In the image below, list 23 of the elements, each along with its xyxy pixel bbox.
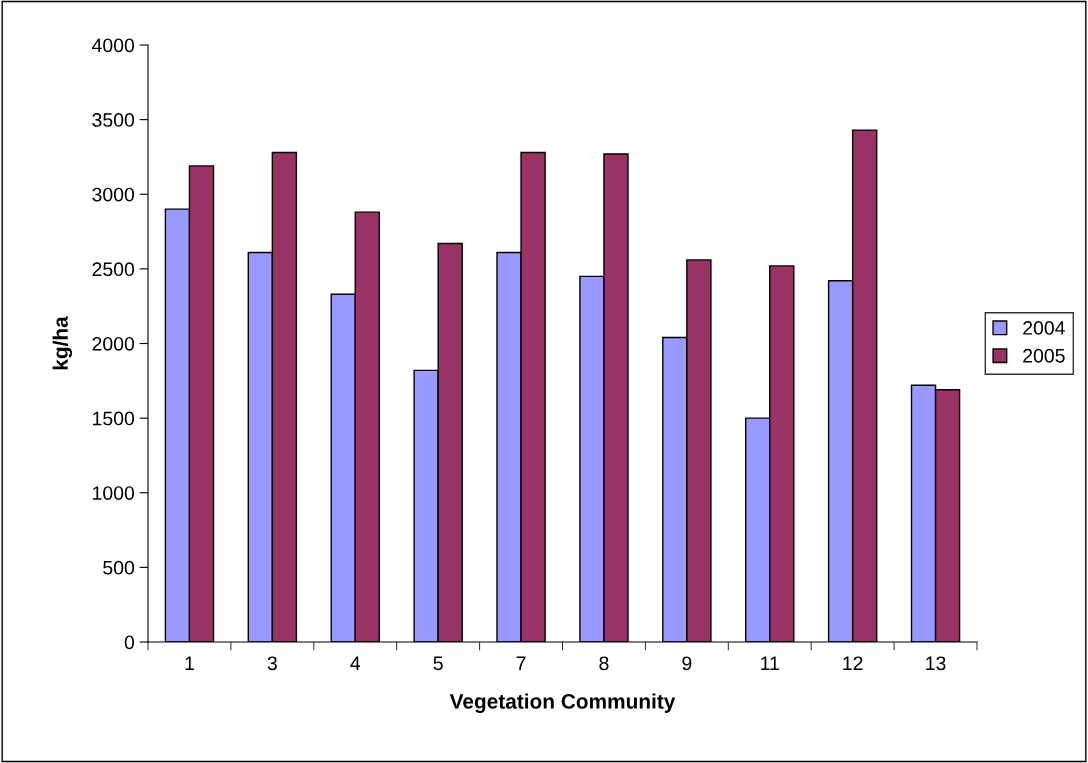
y-tick-label: 4000 (92, 38, 135, 53)
y-tick-label: 2000 (92, 336, 135, 351)
x-tick-label: 13 (926, 656, 946, 671)
legend-label: 2004 (1023, 321, 1065, 335)
x-tick-label: 7 (516, 656, 526, 670)
y-tick-label: 500 (103, 560, 135, 575)
x-tick-label: 11 (761, 656, 779, 670)
y-tick-label: 0 (124, 635, 135, 650)
y-tick-label: 1500 (93, 411, 135, 426)
x-tick-label: 4 (350, 656, 361, 670)
y-tick-label: 3000 (92, 187, 135, 202)
y-tick-label: 2500 (92, 262, 135, 277)
y-tick-label: 3500 (92, 113, 135, 127)
y-axis-title: kg/ha (52, 316, 73, 370)
x-tick-label: 3 (267, 656, 277, 671)
x-tick-label: 8 (599, 656, 609, 671)
x-tick-label: 12 (843, 656, 863, 670)
y-tick-label: 1000 (93, 486, 135, 500)
x-tick-label: 1 (185, 656, 194, 670)
x-axis-title: Vegetation Community (449, 693, 676, 713)
x-tick-label: 9 (682, 656, 692, 671)
x-tick-label: 5 (433, 656, 443, 671)
legend-label: 2005 (1023, 348, 1065, 363)
